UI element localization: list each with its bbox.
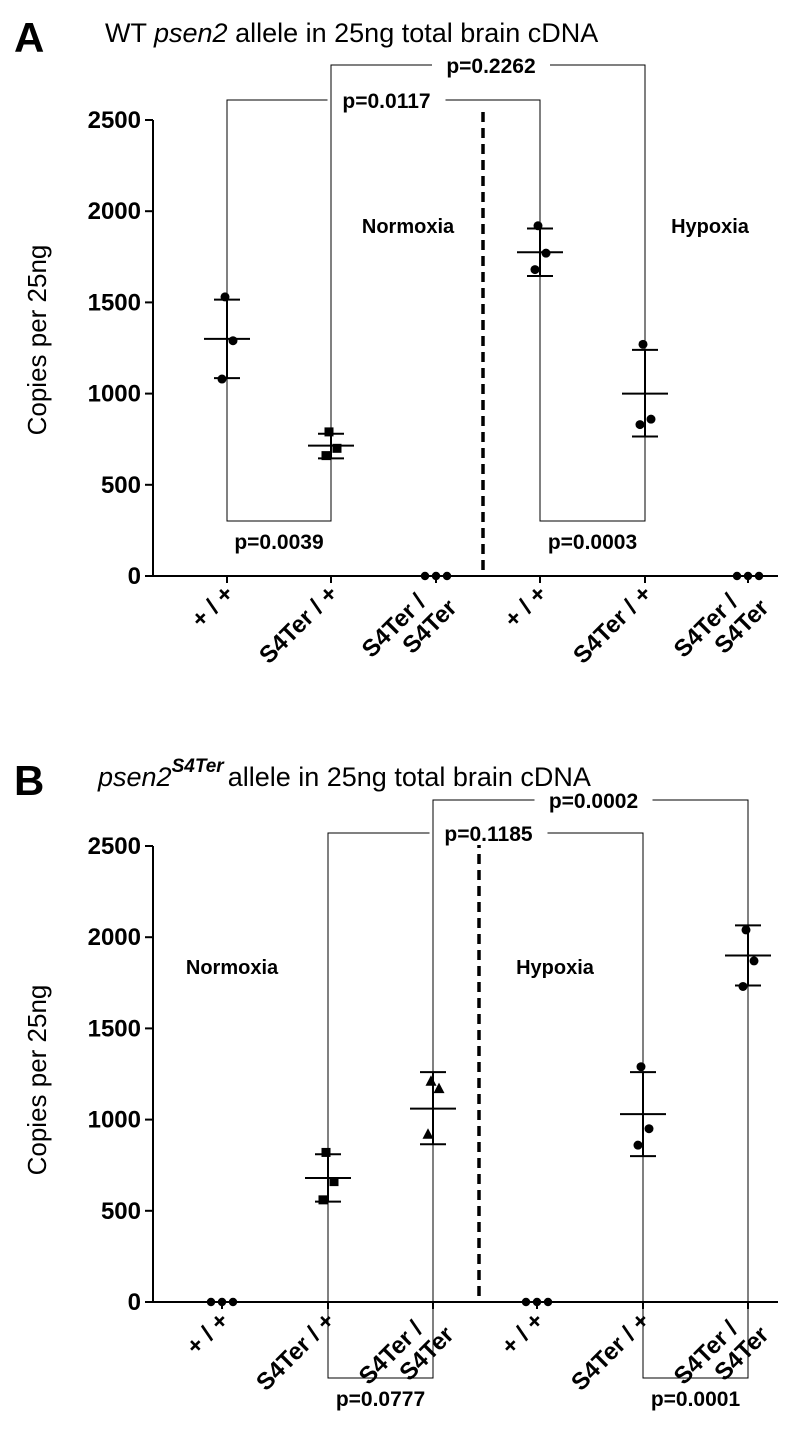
panel-a-data-point <box>321 451 331 461</box>
panel-b-data-point <box>217 1297 227 1307</box>
panel-b-data-point <box>433 1082 445 1094</box>
panel-b-y-tick-label: 0 <box>128 1289 141 1316</box>
panel-b-significance-bracket <box>327 1144 434 1379</box>
panel-b-data-point <box>228 1297 238 1307</box>
panel-b-y-axis-label: Copies per 25ng <box>22 985 52 1176</box>
panel-a-significance-bracket <box>539 275 646 522</box>
panel-b-y-tick-label: 2000 <box>88 924 141 951</box>
panel-b-data-point <box>422 1128 434 1139</box>
panel-a-data-point <box>228 336 238 346</box>
panel-a-p-value-label: p=0.0039 <box>234 531 323 554</box>
panel-b-condition-label: Normoxia <box>186 957 279 979</box>
panel-b-data-point <box>532 1297 542 1307</box>
panel-a-data-point <box>541 248 551 258</box>
panel-b-title-superscript: S4Ter <box>172 756 226 777</box>
panel-b-p-value-label: p=0.0777 <box>336 1388 425 1411</box>
panel-a-p-value-label: p=0.2262 <box>446 55 535 78</box>
panel-b-data-point <box>741 925 751 935</box>
panel-a-data-point <box>754 571 764 581</box>
panel-b-significance-bracket <box>642 985 749 1379</box>
panel-a-data-point <box>324 427 334 437</box>
panel-b-data-point <box>425 1075 437 1086</box>
panel-b-data-point <box>206 1297 216 1307</box>
panel-b-data-point <box>644 1124 654 1134</box>
panel-a-p-value-background <box>327 88 446 112</box>
panel-b-data-point <box>738 981 748 991</box>
panel-b-y-tick-label: 1000 <box>88 1107 141 1134</box>
panel-b-y-tick-label: 500 <box>101 1198 141 1225</box>
panel-a-data-point <box>530 265 540 275</box>
panel-a-title-gene: psen2 <box>153 18 228 48</box>
panel-b-data-point <box>633 1140 643 1150</box>
panel-b-p-value-background <box>534 788 653 812</box>
panel-a-data-point <box>743 571 753 581</box>
panel-a-y-tick-label: 2000 <box>88 198 141 225</box>
panel-b: B psen2S4Ter allele in 25ng total brain c… <box>14 756 778 1411</box>
panel-a-title-suffix: allele in 25ng total brain cDNA <box>228 18 599 48</box>
panel-b-data-point <box>521 1297 531 1307</box>
panel-b-data-point <box>321 1147 331 1157</box>
panel-a-data-point <box>332 443 342 453</box>
panel-b-p-value-label: p=0.0001 <box>651 1388 741 1411</box>
panel-b-p-value-label: p=0.0002 <box>549 790 638 813</box>
panel-a-data-point <box>431 571 441 581</box>
panel-a-data-point <box>442 571 452 581</box>
panel-a-data-point <box>635 420 645 430</box>
panel-a-y-tick-label: 1000 <box>88 381 141 408</box>
panel-b-data-point <box>636 1062 646 1072</box>
panel-a-data-point <box>646 414 656 424</box>
panel-b-title: psen2S4Ter allele in 25ng total brain cDN… <box>97 756 591 792</box>
panel-a-p-value-background <box>432 53 550 77</box>
panel-b-p-value-background <box>429 821 548 845</box>
panel-a-y-tick-label: 500 <box>101 472 141 499</box>
panel-a-title-prefix: WT <box>105 18 154 48</box>
panel-a-data-point <box>420 571 430 581</box>
panel-a-data-point <box>638 339 648 349</box>
panel-b-data-point <box>318 1195 328 1205</box>
panel-a-title: WT psen2 allele in 25ng total brain cDNA <box>105 18 598 48</box>
panel-b-letter: B <box>14 757 44 804</box>
panel-b-data-point <box>749 956 759 966</box>
panel-a-p-value-label: p=0.0117 <box>342 90 430 113</box>
panel-a-data-point <box>220 292 230 302</box>
panel-a-p-value-label: p=0.0003 <box>548 531 637 554</box>
panel-b-title-suffix: allele in 25ng total brain cDNA <box>228 762 591 792</box>
panel-a-letter: A <box>14 14 44 61</box>
panel-b-condition-label: Hypoxia <box>516 957 595 979</box>
panel-b-data-point <box>329 1177 339 1187</box>
panel-b-data-point <box>543 1297 553 1307</box>
panel-a-y-tick-label: 1500 <box>88 289 141 316</box>
panel-b-p-value-label: p=0.1185 <box>444 823 532 846</box>
panel-b-title-gene: psen2 <box>97 762 172 792</box>
panel-a-data-point <box>217 374 227 384</box>
panel-a-y-tick-label: 2500 <box>88 107 141 134</box>
panel-a-data-point <box>533 221 543 231</box>
panel-a-condition-label: Normoxia <box>362 216 455 238</box>
panel-a-condition-label: Hypoxia <box>671 216 750 238</box>
panel-a-significance-bracket <box>226 378 332 522</box>
panel-a-data-point <box>732 571 742 581</box>
panel-b-y-tick-label: 1500 <box>88 1015 141 1042</box>
panel-a-y-axis-label: Copies per 25ng <box>22 245 52 436</box>
panel-b-y-tick-label: 2500 <box>88 833 141 860</box>
panel-a-y-tick-label: 0 <box>128 563 141 590</box>
